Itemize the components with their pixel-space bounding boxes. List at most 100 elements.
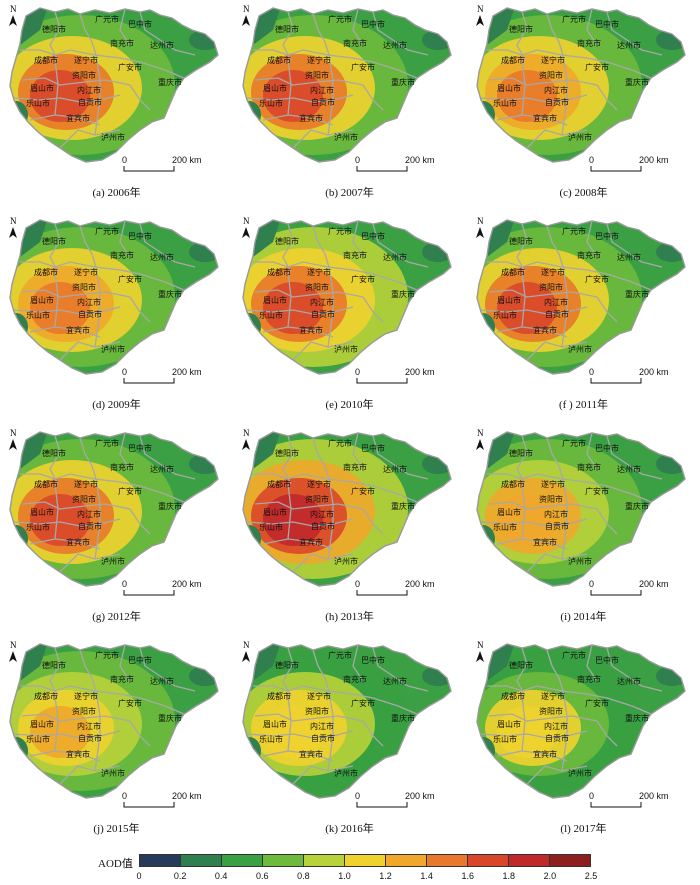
city-label: 南充市 xyxy=(577,462,601,472)
city-boundary xyxy=(29,114,101,126)
city-label: 德阳市 xyxy=(42,236,66,246)
city-label: 德阳市 xyxy=(509,236,533,246)
city-boundary xyxy=(94,690,101,772)
city-boundary xyxy=(362,296,384,323)
legend-swatch xyxy=(386,855,427,866)
north-label: N xyxy=(10,4,17,14)
city-label: 泸州市 xyxy=(101,768,125,778)
legend-tick-label: 0.6 xyxy=(256,871,269,881)
city-boundary xyxy=(79,649,97,692)
panel-caption: (e) 2010年 xyxy=(325,399,374,411)
city-boundary xyxy=(487,261,652,291)
city-boundary xyxy=(20,473,185,503)
city-boundary xyxy=(606,435,663,480)
city-label: 南充市 xyxy=(110,674,134,684)
city-boundary xyxy=(119,644,131,682)
city-boundary xyxy=(521,271,526,328)
city-label: 成都市 xyxy=(267,691,291,701)
city-boundary xyxy=(586,644,598,682)
city-label: 广元市 xyxy=(95,14,119,24)
north-arrow-icon xyxy=(476,227,484,238)
city-boundary xyxy=(596,296,618,323)
city-label: 自贡市 xyxy=(311,733,335,743)
city-boundary xyxy=(59,129,121,149)
city-boundary xyxy=(49,435,61,485)
city-boundary xyxy=(59,765,121,785)
north-arrow-icon xyxy=(9,227,17,238)
scale-bar xyxy=(356,802,408,808)
map-panel: 广元市 巴中市 德阳市 南充市 达州市 成都市 遂宁市 广安市 资阳市 眉山市 内江市 重庆市 乐山市 自… xyxy=(467,212,700,424)
city-label: 宜宾市 xyxy=(299,537,323,547)
city-boundary xyxy=(129,508,151,535)
city-boundary xyxy=(59,341,121,361)
city-boundary xyxy=(586,220,598,258)
legend-tick-label: 0.8 xyxy=(297,871,310,881)
legend-tick-label: 1.2 xyxy=(379,871,392,881)
north-label: N xyxy=(477,216,484,226)
north-arrow-icon xyxy=(476,439,484,450)
city-label: 巴中市 xyxy=(595,19,619,29)
city-boundary xyxy=(606,11,663,56)
legend-tick-label: 0.4 xyxy=(214,871,228,881)
city-label: 重庆市 xyxy=(625,77,649,87)
scale-end-label: 200 km xyxy=(639,791,669,801)
city-boundary xyxy=(561,54,568,136)
city-label: 乐山市 xyxy=(493,98,517,108)
city-boundary xyxy=(362,508,384,535)
map-panel: 广元市 巴中市 德阳市 南充市 达州市 成都市 遂宁市 广安市 资阳市 眉山市 内江市 重庆市 乐山市 自… xyxy=(233,0,466,212)
city-boundary xyxy=(561,690,568,772)
city-label: 泸州市 xyxy=(101,556,125,566)
city-label: 泸州市 xyxy=(101,132,125,142)
region-outline xyxy=(242,431,452,587)
panel-caption: (b) 2007年 xyxy=(325,187,374,199)
city-label: 乐山市 xyxy=(493,310,517,320)
city-label: 达州市 xyxy=(150,464,174,474)
legend-color-bar xyxy=(139,854,591,867)
city-boundary xyxy=(79,437,97,480)
city-label: 达州市 xyxy=(150,252,174,262)
city-label: 成都市 xyxy=(267,479,291,489)
city-label: 资阳市 xyxy=(305,494,329,504)
north-arrow-icon xyxy=(242,651,250,662)
legend-tick-label: 1.0 xyxy=(338,871,351,881)
region-outline xyxy=(9,431,219,587)
map-panel: 广元市 巴中市 德阳市 南充市 达州市 成都市 遂宁市 广安市 资阳市 眉山市 内江市 重庆市 乐山市 自… xyxy=(467,424,700,636)
city-label: 遂宁市 xyxy=(307,267,331,277)
city-label: 广安市 xyxy=(585,698,609,708)
scale-bar xyxy=(590,590,642,596)
city-boundary xyxy=(327,54,334,136)
city-label: 德阳市 xyxy=(509,448,533,458)
region-outline xyxy=(242,219,452,375)
north-arrow-icon xyxy=(242,227,250,238)
north-label: N xyxy=(477,428,484,438)
city-boundary xyxy=(487,685,652,715)
city-boundary xyxy=(292,765,354,785)
city-label: 资阳市 xyxy=(539,494,563,504)
city-label: 内江市 xyxy=(77,297,101,307)
city-label: 乐山市 xyxy=(493,522,517,532)
scale-bar xyxy=(356,590,408,596)
city-label: 宜宾市 xyxy=(66,749,90,759)
city-boundary xyxy=(282,647,294,697)
city-label: 达州市 xyxy=(617,464,641,474)
north-label: N xyxy=(477,640,484,650)
city-label: 广安市 xyxy=(118,62,142,72)
city-boundary xyxy=(488,77,598,86)
scale-end-label: 200 km xyxy=(172,367,202,377)
city-label: 乐山市 xyxy=(26,734,50,744)
city-boundary xyxy=(287,483,292,540)
city-boundary xyxy=(372,223,429,268)
city-boundary xyxy=(262,326,334,338)
city-boundary xyxy=(312,649,330,692)
city-label: 泸州市 xyxy=(568,344,592,354)
city-label: 宜宾市 xyxy=(66,113,90,123)
city-boundary xyxy=(362,84,384,111)
city-label: 广安市 xyxy=(351,486,375,496)
city-label: 德阳市 xyxy=(275,236,299,246)
city-label: 达州市 xyxy=(617,676,641,686)
city-boundary xyxy=(29,326,101,338)
map-panel: 广元市 巴中市 德阳市 南充市 达州市 成都市 遂宁市 广安市 资阳市 眉山市 内江市 重庆市 乐山市 自… xyxy=(467,0,700,212)
city-label: 眉山市 xyxy=(497,83,521,93)
